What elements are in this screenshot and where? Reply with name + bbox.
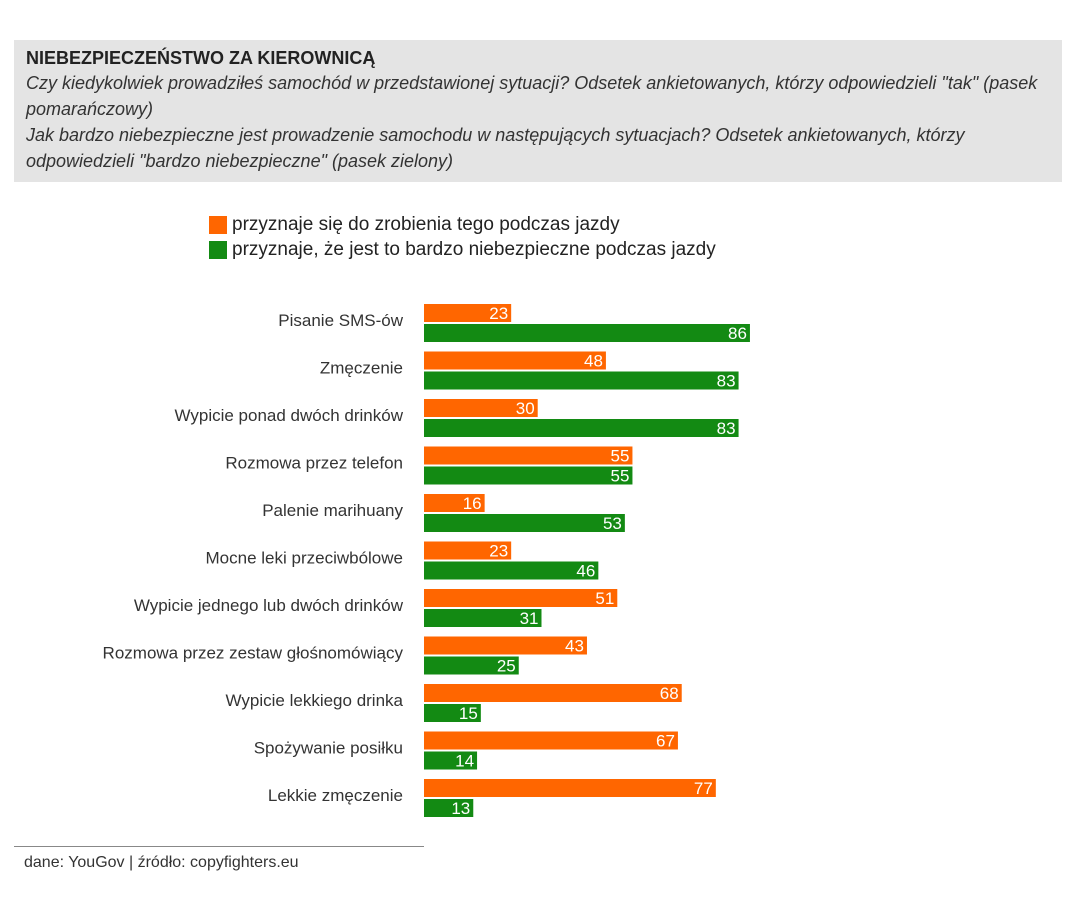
bar-orange: [424, 779, 716, 797]
footer-divider: [14, 846, 424, 847]
legend-item-green: przyznaje, że jest to bardzo niebezpiecz…: [209, 237, 716, 262]
bar-value-orange: 51: [595, 589, 614, 608]
bar-value-orange: 48: [584, 352, 603, 371]
legend-label-orange: przyznaje się do zrobienia tego podczas …: [232, 213, 620, 235]
bar-value-orange: 77: [694, 779, 713, 798]
chart-title: NIEBEZPIECZEŃSTWO ZA KIEROWNICĄ: [26, 48, 376, 68]
bar-orange: [424, 304, 512, 322]
bar-orange: [424, 636, 587, 655]
bar-value-orange: 67: [656, 732, 675, 751]
bar-chart: Pisanie SMS-ów 23 86 Zmęczenie 48 83 Wypicie p…: [103, 304, 750, 818]
bar-green: [424, 751, 478, 770]
legend-swatch-green: [209, 240, 227, 259]
bar-value-green: 15: [459, 704, 478, 723]
bar-value-orange: 30: [516, 399, 535, 418]
bar-orange: [424, 541, 512, 560]
bar-value-orange: 43: [565, 637, 584, 656]
category-label: Wypicie jednego lub dwóch drinków: [134, 596, 404, 615]
bar-green: [424, 704, 481, 722]
category-label: Palenie marihuany: [262, 501, 403, 520]
legend-label-green: przyznaje, że jest to bardzo niebezpiecz…: [232, 238, 716, 260]
bar-value-green: 46: [576, 562, 595, 581]
bar-value-orange: 23: [489, 304, 508, 323]
chart-header: NIEBEZPIECZEŃSTWO ZA KIEROWNICĄ Czy kied…: [14, 40, 1062, 182]
bar-green: [424, 324, 750, 342]
bar-orange: [424, 589, 618, 607]
bar-value-green: 14: [455, 752, 474, 771]
category-label: Rozmowa przez telefon: [225, 454, 403, 473]
bar-value-green: 13: [451, 799, 470, 818]
bar-value-green: 83: [717, 372, 736, 391]
bar-orange: [424, 731, 678, 750]
bar-green: [424, 609, 542, 627]
bar-green: [424, 656, 519, 675]
question-green: Jak bardzo niebezpieczne jest prowadzeni…: [26, 125, 965, 171]
category-label: Zmęczenie: [320, 359, 403, 378]
category-label: Wypicie lekkiego drinka: [226, 691, 404, 710]
bar-green: [424, 371, 739, 390]
bar-value-green: 83: [717, 419, 736, 438]
bar-value-green: 31: [520, 609, 539, 628]
bar-value-orange: 16: [463, 494, 482, 513]
bar-value-green: 55: [611, 467, 630, 486]
bar-value-orange: 23: [489, 542, 508, 561]
bar-value-orange: 55: [611, 447, 630, 466]
category-label: Wypicie ponad dwóch drinków: [174, 406, 403, 425]
category-label: Mocne leki przeciwbólowe: [206, 549, 403, 568]
footer-source: dane: YouGov | źródło: copyfighters.eu: [24, 854, 299, 871]
category-label: Pisanie SMS-ów: [278, 311, 403, 330]
category-label: Spożywanie posiłku: [254, 739, 403, 758]
bar-green: [424, 466, 633, 485]
bar-orange: [424, 494, 485, 512]
category-label: Lekkie zmęczenie: [268, 786, 403, 805]
question-orange: Czy kiedykolwiek prowadziłeś samochód w …: [26, 73, 1038, 119]
bar-green: [424, 799, 474, 817]
category-label: Rozmowa przez zestaw głośnomówiący: [103, 644, 404, 663]
bar-orange: [424, 446, 633, 465]
bar-green: [424, 419, 739, 437]
legend-swatch-orange: [209, 215, 227, 234]
legend: przyznaje się do zrobienia tego podczas …: [209, 212, 716, 262]
bar-orange: [424, 399, 538, 417]
bar-value-green: 86: [728, 324, 747, 343]
legend-item-orange: przyznaje się do zrobienia tego podczas …: [209, 212, 716, 237]
bar-green: [424, 514, 625, 532]
bar-green: [424, 561, 599, 580]
bar-orange: [424, 684, 682, 702]
bar-value-green: 53: [603, 514, 622, 533]
bar-value-green: 25: [497, 657, 516, 676]
bar-value-orange: 68: [660, 684, 679, 703]
bar-orange: [424, 351, 606, 370]
